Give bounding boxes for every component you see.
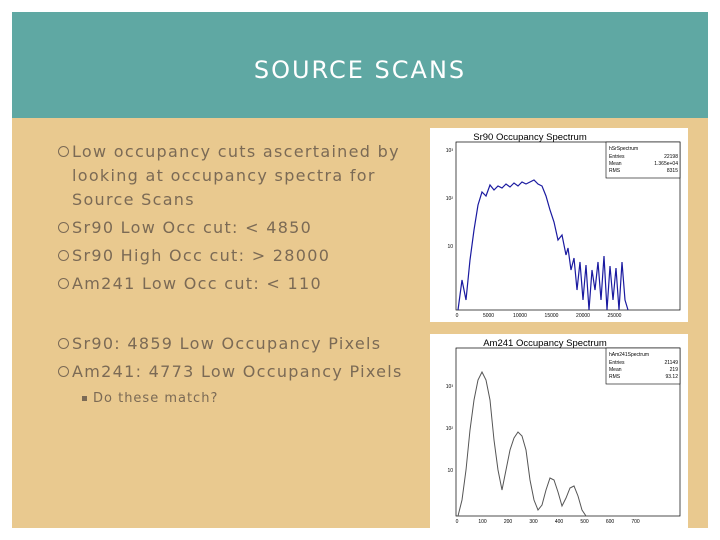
x-tick-label: 500 [580, 519, 589, 525]
figure-title: Am241 Occupancy Spectrum [483, 338, 607, 349]
x-tick-label: 10000 [513, 313, 527, 319]
x-tick-label: 25000 [608, 313, 622, 319]
stats-label: Entries [609, 360, 625, 366]
bullet: Sr90 High Occ cut: > 28000 [58, 244, 432, 268]
x-tick-label: 5000 [483, 313, 494, 319]
y-tick-label: 10 [447, 244, 453, 250]
bullet: Low occupancy cuts ascertained by lookin… [58, 140, 432, 212]
stats-label: RMS [609, 168, 621, 174]
y-tick-label: 10² [446, 196, 454, 202]
x-tick-label: 15000 [545, 313, 559, 319]
x-tick-label: 0 [456, 519, 459, 525]
stats-label: Mean [609, 161, 622, 167]
histogram-line [457, 179, 629, 311]
stats-box [605, 141, 681, 179]
bullet: Am241 Low Occ cut: < 110 [58, 272, 432, 296]
stats-value: 22198 [664, 154, 678, 160]
stats-value: 93.12 [665, 374, 678, 380]
plot-frame [455, 347, 681, 517]
x-tick-label: 300 [529, 519, 538, 525]
x-tick-label: 20000 [576, 313, 590, 319]
y-tick-label: 10³ [446, 384, 454, 390]
histogram-line [457, 370, 587, 517]
x-tick-label: 600 [606, 519, 615, 525]
stats-value: 21149 [664, 360, 678, 366]
bullet: Am241: 4773 Low Occupancy Pixels [58, 360, 432, 384]
stats-box [605, 347, 681, 385]
plot-frame [455, 141, 681, 311]
header: SOURCE SCANS [12, 12, 708, 118]
bullet: Sr90: 4859 Low Occupancy Pixels [58, 332, 432, 356]
slide-title: SOURCE SCANS [253, 56, 467, 84]
stats-name: hSrSpectrum [609, 146, 638, 152]
stats-value: 219 [670, 367, 679, 373]
stats-value: 8315 [667, 168, 678, 174]
x-tick-label: 0 [456, 313, 459, 319]
x-tick-label: 100 [478, 519, 487, 525]
bullet: Sr90 Low Occ cut: < 4850 [58, 216, 432, 240]
y-tick-label: 10 [447, 468, 453, 474]
x-tick-label: 400 [555, 519, 564, 525]
y-tick-label: 10² [446, 426, 454, 432]
x-tick-label: 700 [631, 519, 640, 525]
stats-label: RMS [609, 374, 621, 380]
x-tick-label: 200 [504, 519, 513, 525]
figure-title: Sr90 Occupancy Spectrum [473, 132, 587, 143]
stats-name: hAm241Spectrum [609, 352, 649, 358]
y-tick-label: 10³ [446, 148, 454, 154]
stats-label: Mean [609, 367, 622, 373]
sub-bullet: Do these match? [82, 391, 218, 406]
stats-label: Entries [609, 154, 625, 160]
stats-value: 1.365e+04 [654, 161, 678, 167]
